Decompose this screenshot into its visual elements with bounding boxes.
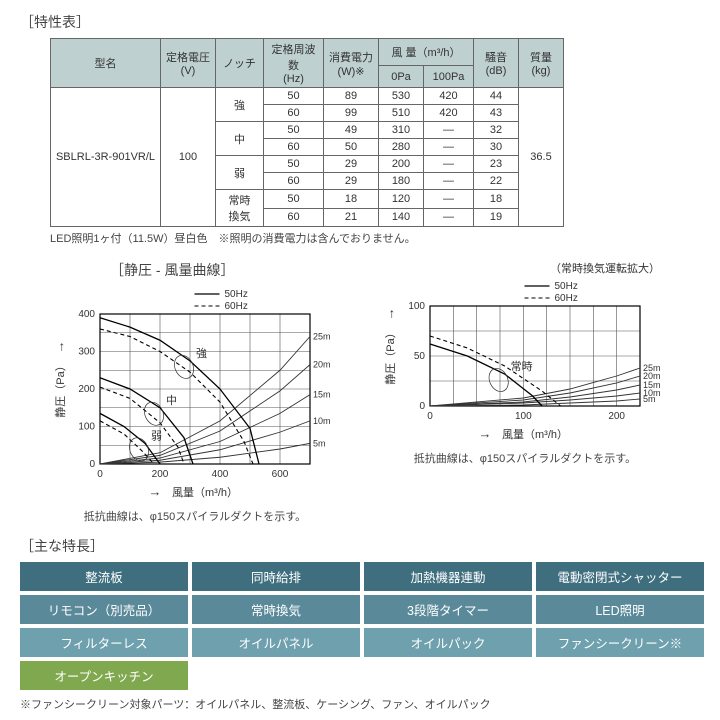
svg-text:25m: 25m	[313, 332, 331, 342]
chart-left-block: ［静圧 - 風量曲線］ 0 200 400 600 0 100 200 300 400 25m 20…	[50, 260, 340, 524]
svg-text:60Hz: 60Hz	[225, 301, 248, 312]
feature-cell: 3段階タイマー	[364, 595, 532, 624]
svg-text:400: 400	[78, 309, 95, 320]
spec-section-title: ［特性表］	[20, 12, 700, 32]
svg-text:5m: 5m	[313, 438, 326, 448]
svg-text:200: 200	[608, 411, 625, 422]
svg-text:20m: 20m	[313, 360, 331, 370]
features-section-title: ［主な特長］	[20, 536, 700, 556]
svg-text:中: 中	[166, 394, 177, 407]
svg-text:弱: 弱	[151, 429, 162, 442]
svg-text:600: 600	[272, 469, 289, 480]
svg-text:400: 400	[212, 469, 229, 480]
svg-text:10m: 10m	[313, 416, 331, 426]
svg-text:0: 0	[89, 459, 95, 470]
svg-text:→: →	[149, 484, 162, 499]
spec-footnote: LED照明1ヶ付（11.5W）昼白色 ※照明の消費電力は含んでおりません。	[50, 230, 700, 246]
svg-text:50: 50	[414, 351, 426, 362]
svg-text:5m: 5m	[643, 394, 656, 404]
feature-cell: 電動密閉式シャッター	[536, 562, 704, 591]
svg-text:50Hz: 50Hz	[225, 289, 248, 300]
feature-cell: フィルターレス	[20, 628, 188, 657]
svg-text:15m: 15m	[313, 390, 331, 400]
chart-right: 010020005010025m20m15m10m5m常時50Hz60Hz風量（…	[380, 276, 670, 446]
svg-text:強: 強	[196, 347, 207, 360]
svg-text:0: 0	[427, 411, 433, 422]
svg-text:60Hz: 60Hz	[555, 293, 578, 304]
svg-text:100: 100	[78, 422, 95, 433]
chart-right-block: （常時換気運転拡大） 010020005010025m20m15m10m5m常時…	[380, 260, 670, 524]
feature-cell: 加熱機器連動	[364, 562, 532, 591]
chart-section-title: ［静圧 - 風量曲線］	[110, 260, 234, 280]
chart-right-caption: 抵抗曲線は、φ150スパイラルダクトを示す。	[414, 450, 636, 466]
svg-text:300: 300	[78, 347, 95, 358]
spec-table: 型名定格電圧(V)ノッチ定格周波数(Hz)消費電力(W)※風 量（m³/h）騒音…	[50, 38, 564, 227]
svg-text:200: 200	[78, 384, 95, 395]
chart-left: 0 200 400 600 0 100 200 300 400 25m 20m 15m 10m 5m 強中弱…	[50, 284, 340, 504]
feature-cell: ファンシークリーン※	[536, 628, 704, 657]
svg-text:常時: 常時	[511, 360, 533, 373]
feature-cell: 整流板	[20, 562, 188, 591]
feature-cell: LED照明	[536, 595, 704, 624]
svg-text:風量（m³/h）: 風量（m³/h）	[502, 428, 568, 441]
feature-cell: 常時換気	[192, 595, 360, 624]
features-footnote: ※ファンシークリーン対象パーツ：オイルパネル、整流板、ケーシング、ファン、オイル…	[20, 696, 700, 712]
svg-text:→: →	[479, 426, 492, 441]
svg-text:100: 100	[408, 301, 425, 312]
svg-text:→: →	[382, 308, 397, 321]
svg-text:静圧（Pa）: 静圧（Pa）	[383, 327, 397, 384]
svg-text:→: →	[52, 341, 67, 354]
feature-cell: 同時給排	[192, 562, 360, 591]
svg-text:200: 200	[152, 469, 169, 480]
svg-text:0: 0	[97, 469, 103, 480]
chart-right-sub: （常時換気運転拡大）	[550, 260, 660, 276]
feature-cell: オープンキッチン	[20, 661, 188, 690]
svg-text:0: 0	[419, 401, 425, 412]
svg-text:静圧（Pa）: 静圧（Pa）	[53, 360, 67, 417]
features-grid: 整流板同時給排加熱機器連動電動密閉式シャッターリモコン（別売品）常時換気3段階タ…	[20, 562, 700, 690]
feature-cell: リモコン（別売品）	[20, 595, 188, 624]
feature-cell: オイルパネル	[192, 628, 360, 657]
svg-text:100: 100	[515, 411, 532, 422]
chart-left-caption: 抵抗曲線は、φ150スパイラルダクトを示す。	[84, 508, 306, 524]
feature-cell: オイルパック	[364, 628, 532, 657]
svg-text:風量（m³/h）: 風量（m³/h）	[172, 486, 238, 499]
svg-text:50Hz: 50Hz	[555, 281, 578, 292]
